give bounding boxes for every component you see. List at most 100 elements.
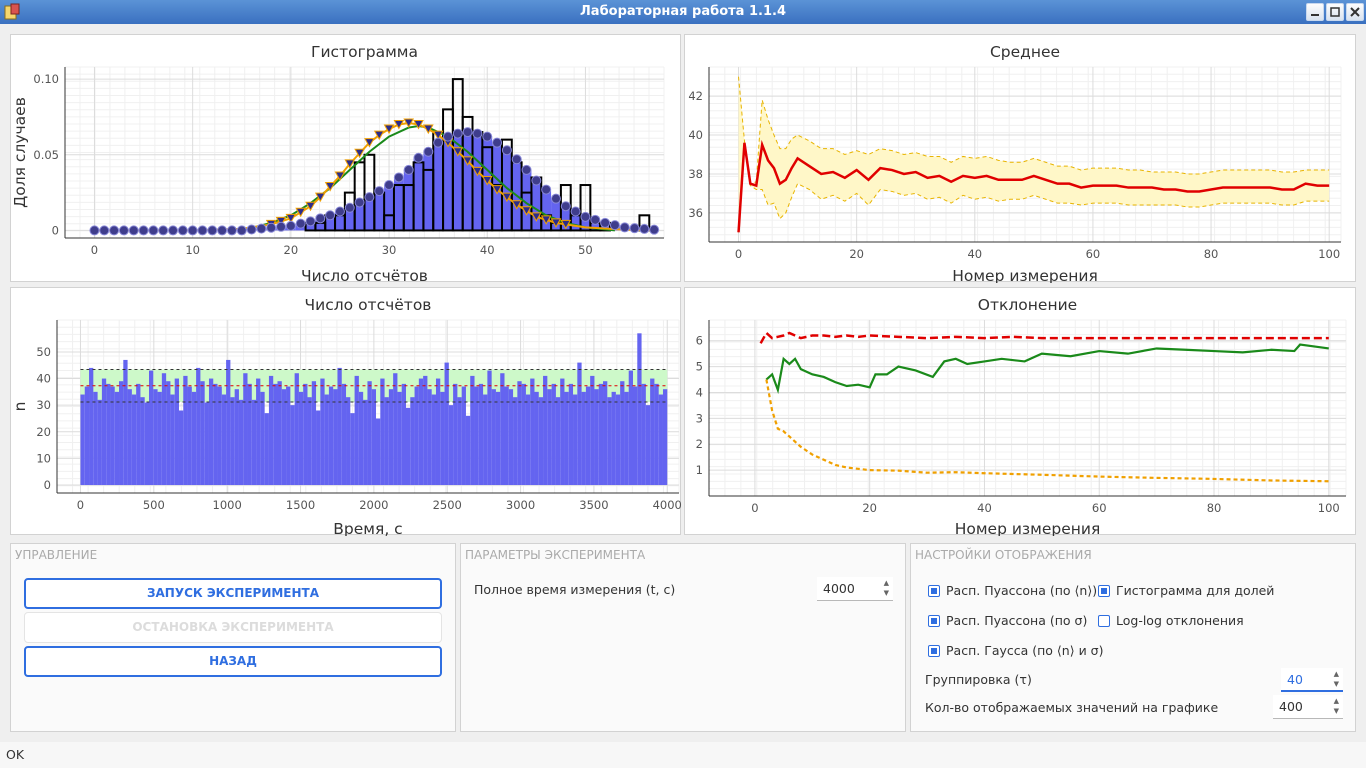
back-button[interactable]: НАЗАД (24, 646, 442, 677)
x-tick-label: 40 (967, 247, 982, 261)
poisson-sigma-marker (540, 215, 552, 225)
count-bar (500, 373, 505, 486)
poisson-sigma-marker (472, 166, 483, 177)
count-bar (93, 391, 98, 486)
count-bar (658, 394, 663, 486)
hist-bar (560, 206, 571, 231)
count-bar (191, 391, 197, 486)
count-bar (140, 397, 145, 486)
poisson-mean-marker (629, 223, 640, 234)
count-bar (256, 378, 261, 486)
count-bar (157, 391, 162, 486)
gauss-checkbox[interactable] (928, 645, 940, 657)
poisson-mean-marker (609, 220, 620, 231)
count-bar (268, 375, 274, 486)
maximize-button[interactable] (1326, 3, 1344, 21)
grouping-label: Группировка (τ) (925, 672, 1032, 687)
poisson-mean-marker (541, 184, 552, 195)
x-tick-label: 60 (1086, 247, 1101, 261)
poisson-mean-marker (266, 222, 277, 233)
poisson-mean-marker (315, 213, 326, 224)
hist-step (559, 184, 572, 232)
loglog-checkbox[interactable] (1098, 615, 1110, 627)
hist-bar (501, 150, 512, 231)
count-bar (286, 386, 291, 486)
start-experiment-button[interactable]: ЗАПУСК ЭКСПЕРИМЕНТА (24, 578, 442, 609)
hist-bar (433, 142, 444, 231)
histogram-chart: 0 10 20 30 40 50 0 0.05 0.10 Гистограмма Число отс… (11, 43, 665, 283)
poisson-sigma-marker (432, 130, 444, 141)
status-bar: OK (0, 742, 1366, 768)
measure-time-spinbox[interactable]: 4000 ▲ ▼ (817, 577, 893, 601)
count-bar (560, 378, 565, 486)
hist-fraction-checkbox[interactable] (1098, 585, 1110, 597)
poisson-sigma-marker (422, 124, 434, 135)
count-bar (80, 394, 85, 486)
spin-arrows-icon[interactable]: ▲ ▼ (1333, 697, 1339, 715)
mean-line (737, 139, 1330, 233)
count-bar (641, 383, 646, 486)
y-tick-label: 30 (36, 398, 51, 412)
count-bar (376, 418, 381, 486)
count-bar (89, 367, 94, 486)
title-bar: Лабораторная работа 1.1.4 (0, 0, 1366, 24)
count-bar (183, 375, 188, 486)
poisson-mean-marker (472, 128, 483, 139)
minimize-button[interactable] (1306, 3, 1324, 21)
mean-chart: 0 20 40 60 80 100 36 38 40 42 Среднее Номер измерен… (688, 43, 1342, 283)
count-bar (513, 397, 518, 486)
poisson-mean-marker (295, 218, 306, 229)
count-bar (564, 391, 569, 486)
poisson-mean-checkbox[interactable] (928, 585, 940, 597)
count-bar (149, 370, 154, 486)
x-tick-label: 100 (1318, 247, 1340, 261)
poisson-mean-marker (600, 217, 611, 228)
count-bar (418, 378, 424, 486)
spin-arrows-icon[interactable]: ▲ ▼ (1333, 670, 1339, 688)
y-tick-label: 4 (696, 385, 703, 399)
count-bar (611, 391, 616, 486)
poisson-mean-marker (168, 225, 179, 236)
hist-bar (590, 219, 601, 231)
count-bar (144, 402, 150, 486)
display-count-spinbox[interactable]: 400 ▲ ▼ (1273, 695, 1343, 719)
count-bar (530, 378, 535, 486)
y-tick-label: 2 (696, 437, 703, 451)
count-bar (624, 391, 629, 486)
poisson-mean-marker (482, 131, 493, 142)
poisson-sigma-marker (314, 192, 326, 203)
count-bar (517, 381, 522, 486)
spin-arrows-icon[interactable]: ▲ ▼ (883, 579, 889, 597)
count-bar (628, 370, 633, 486)
count-bar (598, 383, 604, 486)
count-bar (200, 381, 205, 486)
count-bar (208, 378, 214, 486)
hist-bar (384, 185, 394, 231)
y-tick-label: 40 (36, 372, 51, 386)
count-bar (393, 373, 398, 486)
count-bar (358, 391, 364, 486)
grouping-spinbox[interactable]: 40 ▲ ▼ (1281, 668, 1343, 692)
count-bar (273, 383, 278, 486)
count-bar (354, 375, 359, 486)
hist-bar (403, 169, 414, 231)
poisson-sigma-marker (462, 156, 473, 166)
x-tick-label: 2500 (433, 498, 462, 512)
x-tick-label: 60 (1092, 501, 1107, 515)
hist-step (579, 184, 592, 232)
display-count-label: Кол-во отображаемых значений на графике (925, 700, 1219, 715)
count-bar (521, 383, 526, 486)
deviation-panel: 0 20 40 60 80 100 1 2 3 4 5 6 Отклонение Номер измере… (684, 287, 1356, 536)
poisson-mean-marker (236, 225, 247, 236)
poisson-sigma-checkbox[interactable] (928, 615, 940, 627)
poisson-mean-marker (550, 193, 561, 204)
poisson-mean-marker (217, 225, 228, 236)
poisson-mean-marker (433, 137, 444, 148)
close-button[interactable] (1346, 3, 1364, 21)
stop-experiment-button[interactable]: ОСТАНОВКА ЭКСПЕРИМЕНТА (24, 612, 442, 643)
poisson-sigma-line (759, 330, 1329, 344)
mean-lower-line (738, 144, 1330, 233)
count-bar (410, 397, 415, 486)
poisson-sigma-marker (295, 207, 307, 218)
poisson-mean-marker (334, 206, 345, 217)
